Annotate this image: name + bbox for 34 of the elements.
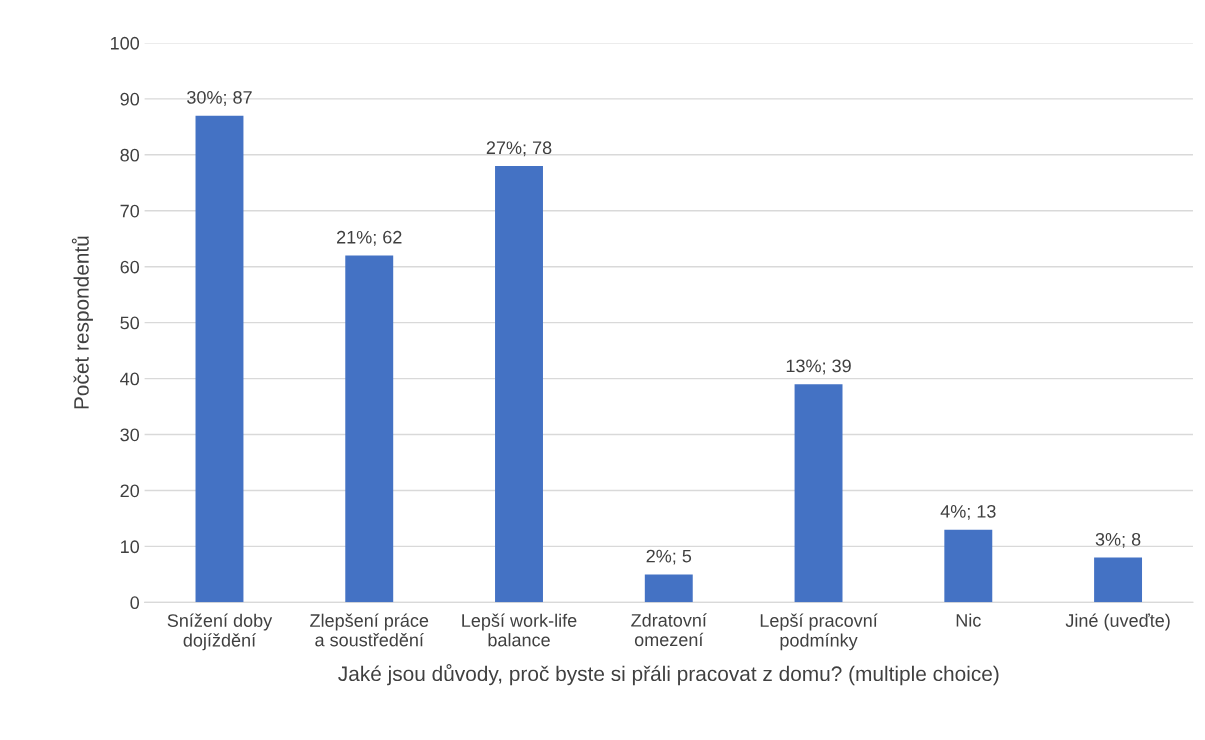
x-tick-label: Lepší pracovní podmínky: [760, 613, 878, 651]
bar: [794, 384, 843, 603]
x-tick-label: Zdratovní omezení: [631, 613, 707, 647]
y-tick-label: 30: [120, 428, 140, 442]
x-axis-title: Jaké jsou důvody, proč byste si přáli pracovat z domu? (multiple choice): [338, 664, 999, 686]
y-tick-label: 20: [120, 484, 140, 498]
data-label: 27%; 78: [486, 141, 552, 157]
x-tick-label: Snížení doby dojíždění: [167, 613, 273, 651]
y-tick-label: 0: [130, 596, 140, 610]
data-label: 30%; 87: [187, 90, 252, 106]
bar: [495, 166, 543, 603]
x-tick-label: Zlepšení práce a soustředění: [310, 613, 429, 647]
y-tick-label: 70: [120, 204, 140, 218]
y-tick-label: 80: [120, 148, 140, 162]
y-tick-label: 100: [110, 36, 140, 50]
bar: [195, 115, 244, 603]
y-tick-label: 90: [120, 92, 140, 106]
y-tick-label: 50: [120, 316, 140, 330]
data-label: 4%; 13: [940, 504, 996, 520]
y-tick-label: 40: [120, 372, 140, 386]
bar: [944, 529, 993, 603]
bar: [644, 574, 693, 603]
data-label: 3%; 8: [1095, 532, 1141, 548]
bar: [345, 255, 394, 603]
x-tick-label: Nic: [956, 613, 981, 627]
y-axis-title: Počet respondentů: [71, 236, 93, 409]
data-label: 2%; 5: [646, 549, 692, 565]
y-tick-label: 60: [120, 260, 140, 274]
bar: [1094, 557, 1143, 603]
data-label: 13%; 39: [786, 359, 851, 375]
y-tick-label: 10: [121, 540, 140, 554]
x-tick-label: Jiné (uveďte): [1065, 613, 1170, 631]
x-tick-label: Lepší work-life balance: [462, 613, 577, 647]
data-label: 21%; 62: [337, 230, 402, 246]
